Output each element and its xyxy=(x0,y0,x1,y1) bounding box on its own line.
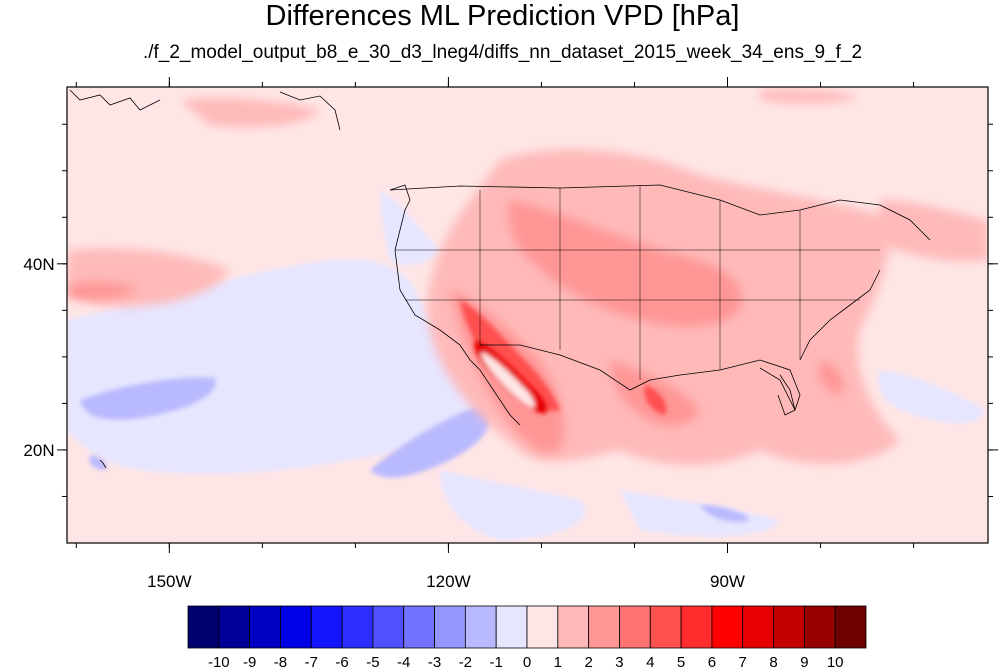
alaska-coast xyxy=(69,89,341,131)
colorbar-label: -4 xyxy=(397,654,410,671)
pacific-light-blue xyxy=(67,259,480,475)
y-tick-label: 20N xyxy=(23,441,54,460)
vpd-difference-field xyxy=(67,87,988,543)
caribbean-blue-patch xyxy=(700,505,750,522)
state-lines-ew xyxy=(395,249,880,301)
southern-border xyxy=(480,344,801,412)
gulf-of-california-inner xyxy=(481,352,535,408)
colorbar-swatch xyxy=(619,605,651,649)
colorbar-label: -10 xyxy=(208,654,230,671)
boundaries xyxy=(69,89,931,469)
baja-red-band xyxy=(460,300,560,411)
colorbar-swatch xyxy=(372,605,405,649)
colorbar-swatch xyxy=(495,605,528,649)
bahamas-red xyxy=(818,360,844,395)
eastern-pacific-light-blue xyxy=(440,470,586,540)
pacific-red-streak xyxy=(67,282,140,300)
positive-regions-strong xyxy=(460,300,667,415)
colorbar-swatch xyxy=(464,605,497,649)
hawaii-blue-patch xyxy=(89,455,107,470)
colorbar-label: -2 xyxy=(459,654,472,671)
colorbar-swatch xyxy=(403,605,435,649)
negative-regions-medium xyxy=(80,377,750,522)
florida-coast xyxy=(777,374,796,416)
positive-regions-extreme xyxy=(474,340,547,414)
colorbar-label: 4 xyxy=(646,654,654,671)
colorbar-label: 6 xyxy=(708,654,716,671)
alaska-pink xyxy=(180,98,320,127)
northwest-light-blue xyxy=(380,190,440,266)
plains-red xyxy=(508,200,742,327)
colorbar-label: 10 xyxy=(827,654,844,671)
northern-border xyxy=(389,184,931,241)
colorbar-label: -1 xyxy=(490,654,503,671)
colorbar-label: -7 xyxy=(305,654,318,671)
colorbar-swatch xyxy=(803,605,836,649)
colorbar-swatch xyxy=(526,605,559,649)
colorbar-swatch xyxy=(773,605,805,649)
y-tick-label: 40N xyxy=(23,255,54,274)
colorbar-label: 0 xyxy=(523,654,531,671)
colorbar-swatch xyxy=(249,605,281,649)
colorbar: -10 -9 -8 -7 -6 -5 -4 -3 -2 -1 0 1 2 3 4 5 6 7 8 9 10 xyxy=(187,605,867,671)
caribbean-light-blue xyxy=(620,490,780,537)
hawaii-islands xyxy=(99,459,107,469)
x-tick-label: 120W xyxy=(426,572,470,591)
arctic-pink xyxy=(760,89,860,104)
colorbar-swatch xyxy=(341,605,374,649)
colorbar-label: 9 xyxy=(800,654,808,671)
colorbar-label: 7 xyxy=(739,654,747,671)
colorbar-label: -3 xyxy=(428,654,441,671)
colorbar-swatch xyxy=(280,605,312,649)
chart-title: Differences ML Prediction VPD [hPa] xyxy=(265,0,740,32)
colorbar-swatch xyxy=(834,605,867,649)
colorbar-label: -8 xyxy=(274,654,287,671)
northeast-pink xyxy=(880,200,988,262)
colorbar-swatch xyxy=(742,605,774,649)
colorbar-label: 8 xyxy=(769,654,777,671)
colorbar-label: 2 xyxy=(584,654,592,671)
colorbar-label: -5 xyxy=(366,654,379,671)
atlantic-light-blue xyxy=(878,370,985,424)
pacific-blue-patch-west xyxy=(80,377,216,420)
texas-red xyxy=(644,385,667,415)
west-coastline xyxy=(389,184,521,426)
colorbar-label: -9 xyxy=(243,654,256,671)
colorbar-swatch xyxy=(310,605,343,649)
colorbar-swatch xyxy=(187,605,220,649)
chart-subtitle: ./f_2_model_output_b8_e_30_d3_lneg4/diff… xyxy=(142,42,863,63)
colorbar-swatch xyxy=(588,605,620,649)
colorbar-swatch xyxy=(218,605,251,649)
colorbar-label: 5 xyxy=(677,654,685,671)
colorbar-swatch xyxy=(711,605,744,649)
colorbar-swatch xyxy=(557,605,590,649)
pacific-blue-patch-east xyxy=(370,405,490,478)
axis-ticks: 150W 120W 90W 40N 20N xyxy=(23,77,998,591)
x-tick-label: 150W xyxy=(147,572,191,591)
colorbar-label: 3 xyxy=(615,654,623,671)
colorbar-swatch xyxy=(434,605,466,649)
colorbar-swatch xyxy=(649,605,682,649)
map-frame xyxy=(66,86,989,544)
colorbar-label: -6 xyxy=(335,654,348,671)
colorbar-swatch xyxy=(680,605,713,649)
x-tick-label: 90W xyxy=(710,572,745,591)
east-coastline xyxy=(799,269,881,361)
colorbar-label: 1 xyxy=(554,654,562,671)
state-lines-ns xyxy=(479,186,801,380)
